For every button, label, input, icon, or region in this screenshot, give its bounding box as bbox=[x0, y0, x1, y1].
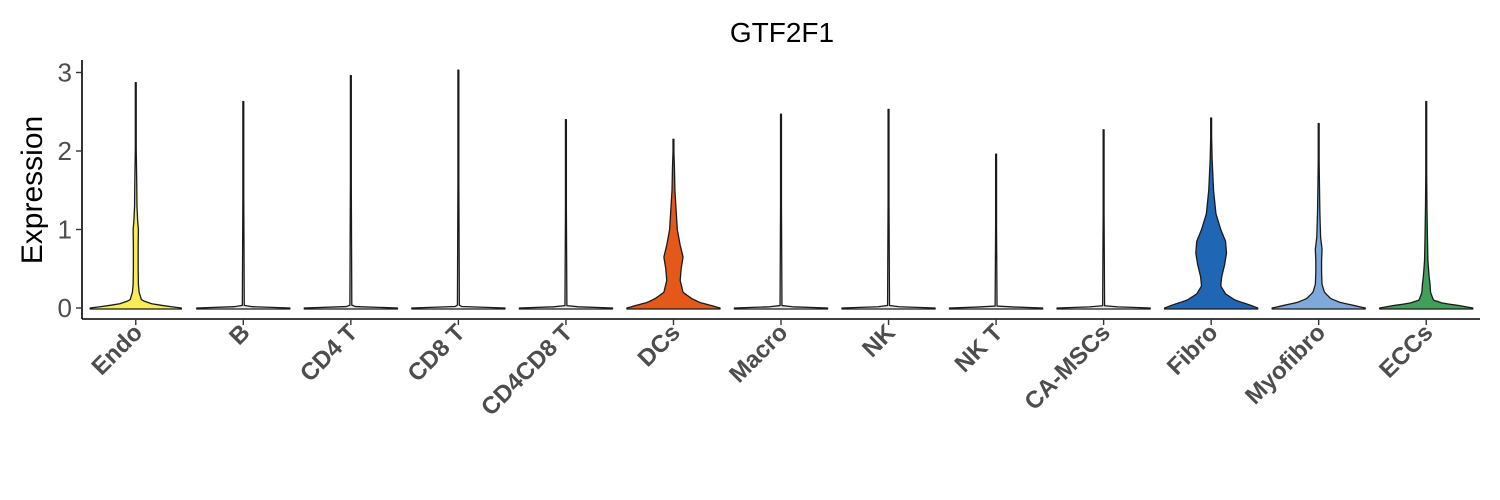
violin-cd4-t bbox=[303, 74, 399, 310]
y-ticks-group: 0 1 2 3 bbox=[58, 58, 82, 323]
x-tick-label-fibro: Fibro bbox=[1162, 319, 1224, 381]
x-tick-label-myofibro: Myofibro bbox=[1240, 319, 1331, 410]
y-tick-label-2: 2 bbox=[58, 136, 72, 166]
x-tick-label-nk: NK bbox=[857, 319, 901, 363]
y-axis-label: Expression bbox=[16, 116, 49, 264]
y-tick-label-0: 0 bbox=[58, 293, 72, 323]
y-tick-label-1: 1 bbox=[58, 215, 72, 245]
violin-eccs bbox=[1379, 100, 1474, 310]
x-tick-label-macro: Macro bbox=[724, 319, 793, 388]
violin-cd4cd8-t bbox=[518, 118, 614, 310]
x-tick-label-cd8-t: CD8 T bbox=[403, 319, 471, 387]
x-tick-label-endo: Endo bbox=[86, 319, 148, 381]
violin-nk bbox=[841, 108, 936, 310]
violin-fibro bbox=[1163, 117, 1259, 310]
violin-ca-mscs bbox=[1056, 129, 1151, 310]
x-tick-label-ca-mscs: CA-MSCs bbox=[1019, 319, 1115, 415]
violin-endo bbox=[89, 82, 183, 310]
x-tick-label-dcs: DCs bbox=[633, 319, 686, 372]
chart-title: GTF2F1 bbox=[730, 17, 834, 48]
y-tick-label-3: 3 bbox=[58, 58, 72, 88]
violin-b bbox=[196, 100, 291, 310]
x-ticks-group: Endo B CD4 T CD8 T CD4CD8 T DCs Macro NK NK T CA-… bbox=[86, 319, 1438, 422]
violin-dcs bbox=[626, 138, 721, 310]
violin-myofibro bbox=[1271, 122, 1366, 310]
x-tick-label-nk-t: NK T bbox=[950, 319, 1009, 378]
violins-group bbox=[89, 69, 1474, 310]
violin-nk-t bbox=[948, 153, 1044, 310]
x-tick-label-cd4-t: CD4 T bbox=[295, 319, 363, 387]
x-tick-label-cd4cd8-t: CD4CD8 T bbox=[476, 319, 578, 421]
x-tick-label-eccs: ECCs bbox=[1374, 319, 1438, 383]
violin-cd8-t bbox=[411, 69, 506, 310]
x-tick-label-b: B bbox=[224, 319, 255, 350]
violin-macro bbox=[733, 113, 829, 310]
